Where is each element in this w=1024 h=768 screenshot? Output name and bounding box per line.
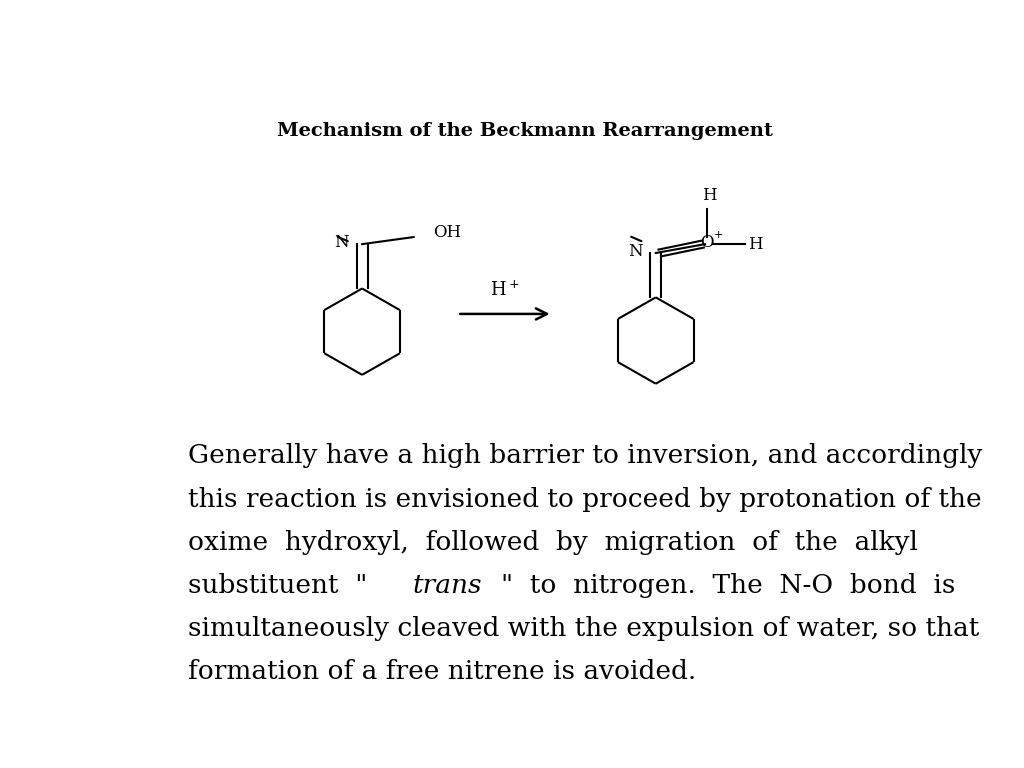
Text: H: H bbox=[748, 236, 762, 253]
Text: substituent  ": substituent " bbox=[187, 573, 367, 598]
Text: H: H bbox=[702, 187, 717, 204]
Text: O: O bbox=[700, 234, 714, 251]
Text: N: N bbox=[334, 234, 349, 251]
Text: N: N bbox=[628, 243, 642, 260]
Text: oxime  hydroxyl,  followed  by  migration  of  the  alkyl: oxime hydroxyl, followed by migration of… bbox=[187, 530, 918, 554]
Text: OH: OH bbox=[433, 224, 462, 241]
Text: Mechanism of the Beckmann Rearrangement: Mechanism of the Beckmann Rearrangement bbox=[276, 121, 773, 140]
Text: simultaneously cleaved with the expulsion of water, so that: simultaneously cleaved with the expulsio… bbox=[187, 616, 979, 641]
Text: +: + bbox=[714, 230, 723, 240]
Text: trans: trans bbox=[413, 573, 482, 598]
Text: this reaction is envisioned to proceed by protonation of the: this reaction is envisioned to proceed b… bbox=[187, 486, 981, 511]
Text: "  to  nitrogen.  The  N-O  bond  is: " to nitrogen. The N-O bond is bbox=[502, 573, 955, 598]
Text: Generally have a high barrier to inversion, and accordingly: Generally have a high barrier to inversi… bbox=[187, 443, 982, 468]
Text: H$^+$: H$^+$ bbox=[490, 280, 520, 300]
Text: formation of a free nitrene is avoided.: formation of a free nitrene is avoided. bbox=[187, 659, 695, 684]
